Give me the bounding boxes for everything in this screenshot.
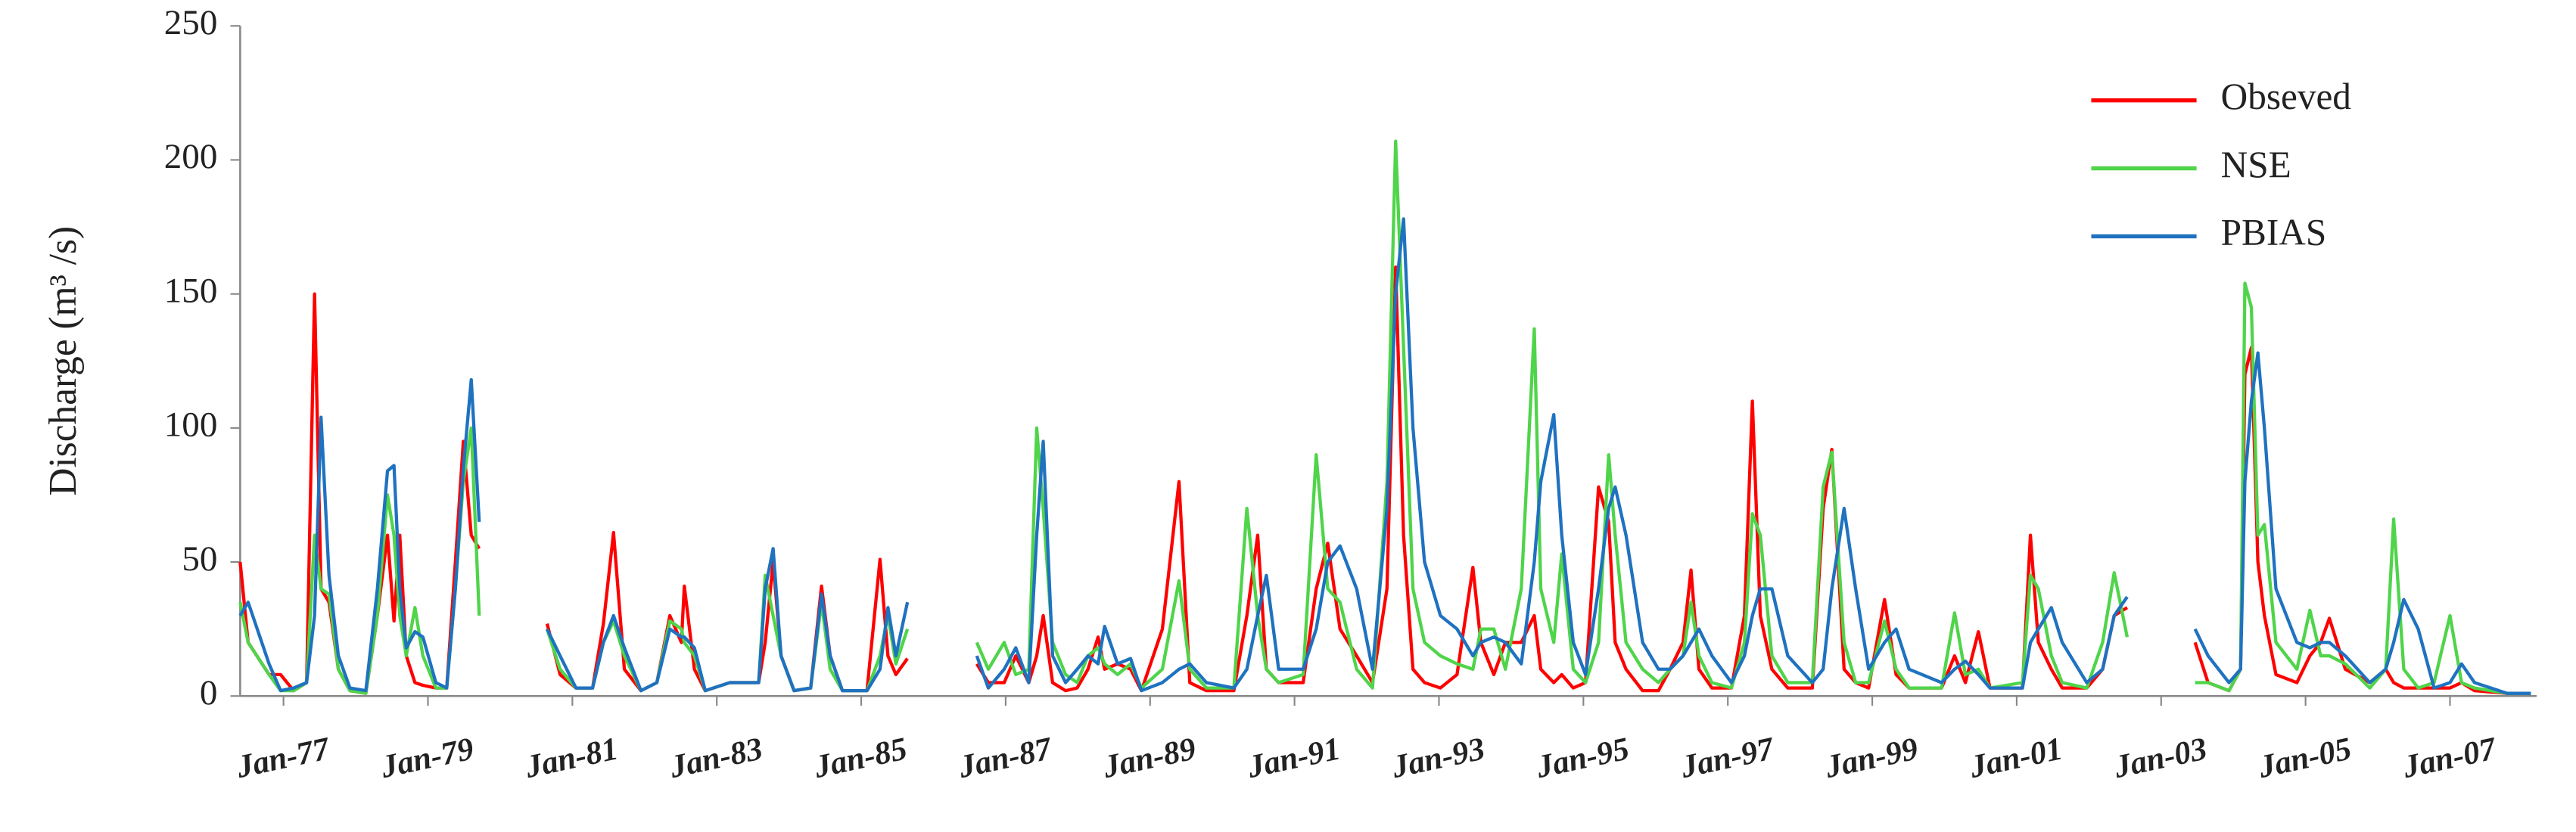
legend-label: NSE: [2221, 144, 2291, 185]
x-tick-label: Jan-93: [1388, 731, 1488, 785]
x-tick-label: Jan-91: [1244, 731, 1344, 785]
legend-label: Obseved: [2221, 76, 2352, 117]
x-tick-label: Jan-81: [521, 731, 621, 785]
y-tick-label: 0: [200, 673, 218, 712]
y-tick-label: 250: [164, 3, 218, 42]
y-tick-label: 100: [164, 405, 218, 445]
y-tick-label: 150: [164, 271, 218, 310]
legend-label: PBIAS: [2221, 212, 2327, 253]
x-tick-label: Jan-07: [2399, 731, 2500, 785]
y-axis-label: Discharge (m³ /s): [42, 226, 85, 496]
series-line: [238, 139, 2531, 695]
x-tick-label: Jan-87: [955, 731, 1056, 785]
series-line: [238, 217, 2531, 695]
x-tick-label: Jan-97: [1677, 731, 1778, 785]
x-tick-label: Jan-79: [377, 731, 477, 785]
x-tick-label: Jan-77: [233, 731, 334, 785]
x-tick-label: Jan-99: [1822, 731, 1921, 785]
x-tick-label: Jan-89: [1100, 731, 1199, 785]
x-tick-label: Jan-05: [2255, 731, 2355, 785]
y-tick-label: 200: [164, 137, 218, 176]
x-tick-label: Jan-95: [1532, 731, 1632, 785]
x-tick-label: Jan-85: [810, 731, 910, 785]
x-tick-label: Jan-83: [666, 731, 766, 785]
x-tick-label: Jan-01: [1966, 731, 2066, 785]
y-tick-label: 50: [182, 539, 217, 579]
x-tick-label: Jan-03: [2111, 731, 2210, 785]
